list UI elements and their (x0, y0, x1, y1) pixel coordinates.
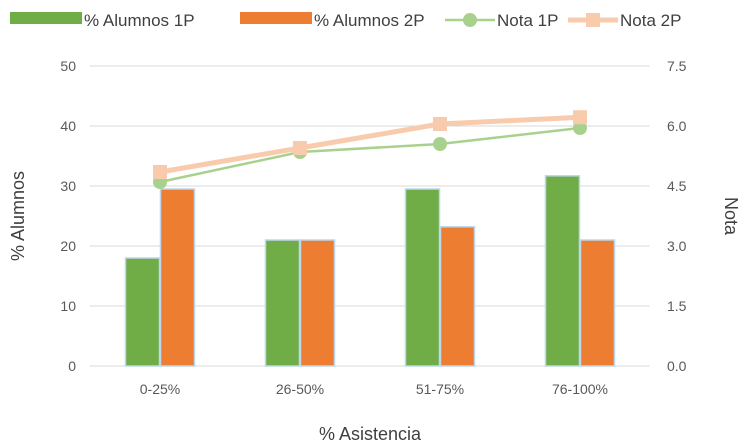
bar (579, 239, 616, 367)
legend-label: Nota 1P (497, 11, 558, 30)
y-tick-label: 50 (60, 58, 76, 74)
y2-tick-label: 1.5 (667, 298, 687, 314)
line-marker (433, 117, 447, 131)
line-marker (433, 137, 447, 151)
legend-item: Nota 1P (445, 11, 558, 30)
bar (264, 239, 301, 367)
legend: % Alumnos 1P % Alumnos 2P Nota 1P Nota 2P (10, 11, 681, 30)
bar (404, 188, 441, 367)
y-tick-label: 0 (68, 358, 76, 374)
series-line (157, 114, 583, 175)
series-lines (153, 110, 587, 189)
series-line (158, 126, 582, 184)
y2-tick-label: 6.0 (667, 118, 687, 134)
bar (299, 239, 336, 367)
y2-axis-title: Nota (721, 197, 740, 236)
legend-item: % Alumnos 1P (10, 11, 195, 30)
line-marker (153, 165, 167, 179)
legend-swatch (240, 12, 312, 24)
x-axis-title: % Asistencia (319, 424, 422, 444)
legend-label: Nota 2P (620, 11, 681, 30)
x-tick-label: 51-75% (416, 381, 464, 397)
left-axis-ticks: 0 10 20 30 40 50 (60, 58, 76, 374)
legend-marker (463, 13, 477, 27)
right-axis-ticks: 0.0 1.5 3.0 4.5 6.0 7.5 (667, 58, 687, 374)
x-tick-label: 0-25% (140, 381, 180, 397)
y2-tick-label: 7.5 (667, 58, 687, 74)
y-axis-title: % Alumnos (8, 171, 28, 261)
line-marker (293, 141, 307, 155)
legend-item: % Alumnos 2P (240, 11, 425, 30)
bar (439, 226, 476, 367)
y2-tick-label: 3.0 (667, 238, 687, 254)
y-tick-label: 30 (60, 178, 76, 194)
x-tick-label: 76-100% (552, 381, 608, 397)
x-tick-label: 26-50% (276, 381, 324, 397)
legend-label: % Alumnos 1P (84, 11, 195, 30)
bar (544, 175, 581, 367)
line-marker (573, 121, 587, 135)
bar (124, 257, 161, 367)
x-axis-ticks: 0-25% 26-50% 51-75% 76-100% (140, 381, 608, 397)
bar (159, 188, 196, 367)
legend-label: % Alumnos 2P (314, 11, 425, 30)
y-tick-label: 40 (60, 118, 76, 134)
bars (124, 175, 616, 367)
y-tick-label: 10 (60, 298, 76, 314)
legend-swatch (10, 12, 82, 24)
legend-item: Nota 2P (568, 11, 681, 30)
y-tick-label: 20 (60, 238, 76, 254)
y2-tick-label: 4.5 (667, 178, 687, 194)
line-marker (573, 110, 587, 125)
y2-tick-label: 0.0 (667, 358, 687, 374)
legend-marker (586, 13, 600, 27)
